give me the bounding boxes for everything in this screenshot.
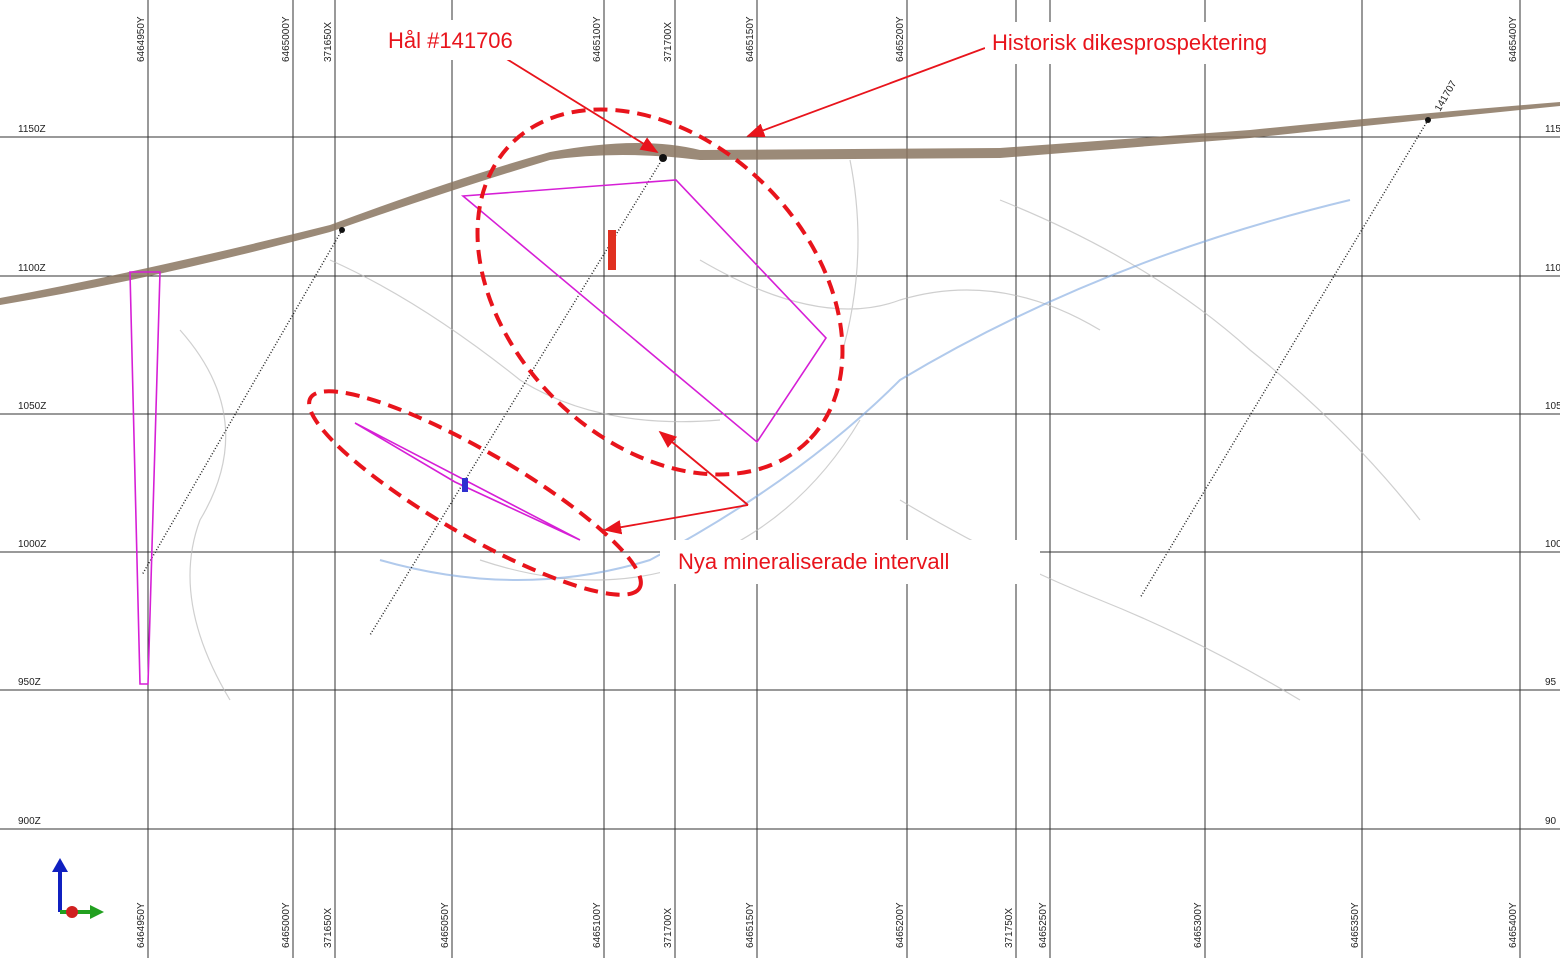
- y-label: 6465400Y: [1508, 902, 1519, 948]
- y-label: 6465350Y: [1350, 902, 1361, 948]
- y-label: 371650X: [323, 22, 334, 62]
- y-label: 6465000Y: [281, 902, 292, 948]
- collar: [339, 227, 345, 233]
- y-label: 6465300Y: [1193, 902, 1204, 948]
- y-label: 6465400Y: [1508, 16, 1519, 62]
- z-label: 90: [1545, 816, 1557, 827]
- y-label: 6465100Y: [592, 902, 603, 948]
- collar: [1425, 117, 1431, 123]
- annotation: Nya mineraliserade intervall: [678, 549, 949, 574]
- assay-interval: [462, 478, 468, 492]
- z-label: 1050Z: [18, 401, 46, 412]
- z-label: 95: [1545, 677, 1557, 688]
- y-label: 6465000Y: [281, 16, 292, 62]
- y-label: 6465250Y: [1038, 902, 1049, 948]
- y-label: 371750X: [1004, 908, 1015, 948]
- y-label: 6465200Y: [895, 16, 906, 62]
- z-label: 950Z: [18, 677, 41, 688]
- y-label: 6465200Y: [895, 902, 906, 948]
- y-label: 6465150Y: [745, 16, 756, 62]
- z-label: 100: [1545, 539, 1560, 550]
- y-label: 371650X: [323, 908, 334, 948]
- z-label: 1150Z: [18, 124, 46, 135]
- y-label: 371700X: [663, 908, 674, 948]
- collar: [659, 154, 667, 162]
- z-label: 115: [1545, 124, 1560, 135]
- y-label: 6465150Y: [745, 902, 756, 948]
- z-label: 110: [1545, 263, 1560, 274]
- annotation: Historisk dikesprospektering: [992, 30, 1267, 55]
- assay-interval: [608, 230, 616, 270]
- background: [0, 0, 1560, 958]
- y-label: 371700X: [663, 22, 674, 62]
- z-label: 105: [1545, 401, 1560, 412]
- y-label: 6465100Y: [592, 16, 603, 62]
- z-label: 1100Z: [18, 263, 46, 274]
- z-label: 900Z: [18, 816, 41, 827]
- z-label: 1000Z: [18, 539, 46, 550]
- section-view: 1150Z 115 1100Z 110 1050Z 105 1000Z 100 950Z 95 90…: [0, 0, 1560, 958]
- y-label: 6465050Y: [440, 902, 451, 948]
- y-label: 6464950Y: [136, 16, 147, 62]
- annotation: Hål #141706: [388, 28, 513, 53]
- y-label: 6464950Y: [136, 902, 147, 948]
